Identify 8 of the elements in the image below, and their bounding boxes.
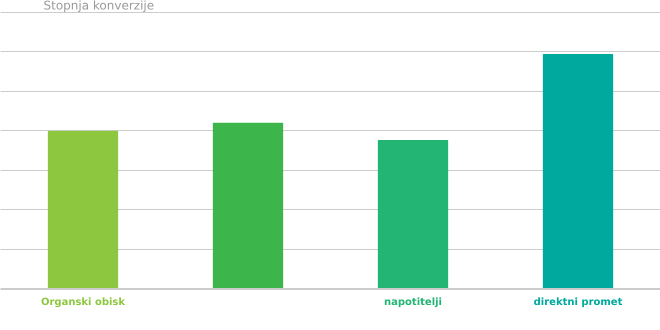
bar (378, 140, 448, 290)
bar (542, 54, 614, 290)
x-tick-label: napotitelji (384, 297, 442, 308)
bar (48, 130, 118, 290)
x-tick-label: direktni promet (534, 297, 623, 308)
chart-title: Stopnja konverzije (44, 0, 154, 12)
bar (212, 122, 284, 290)
x-tick-label: Organski obisk (40, 297, 126, 308)
